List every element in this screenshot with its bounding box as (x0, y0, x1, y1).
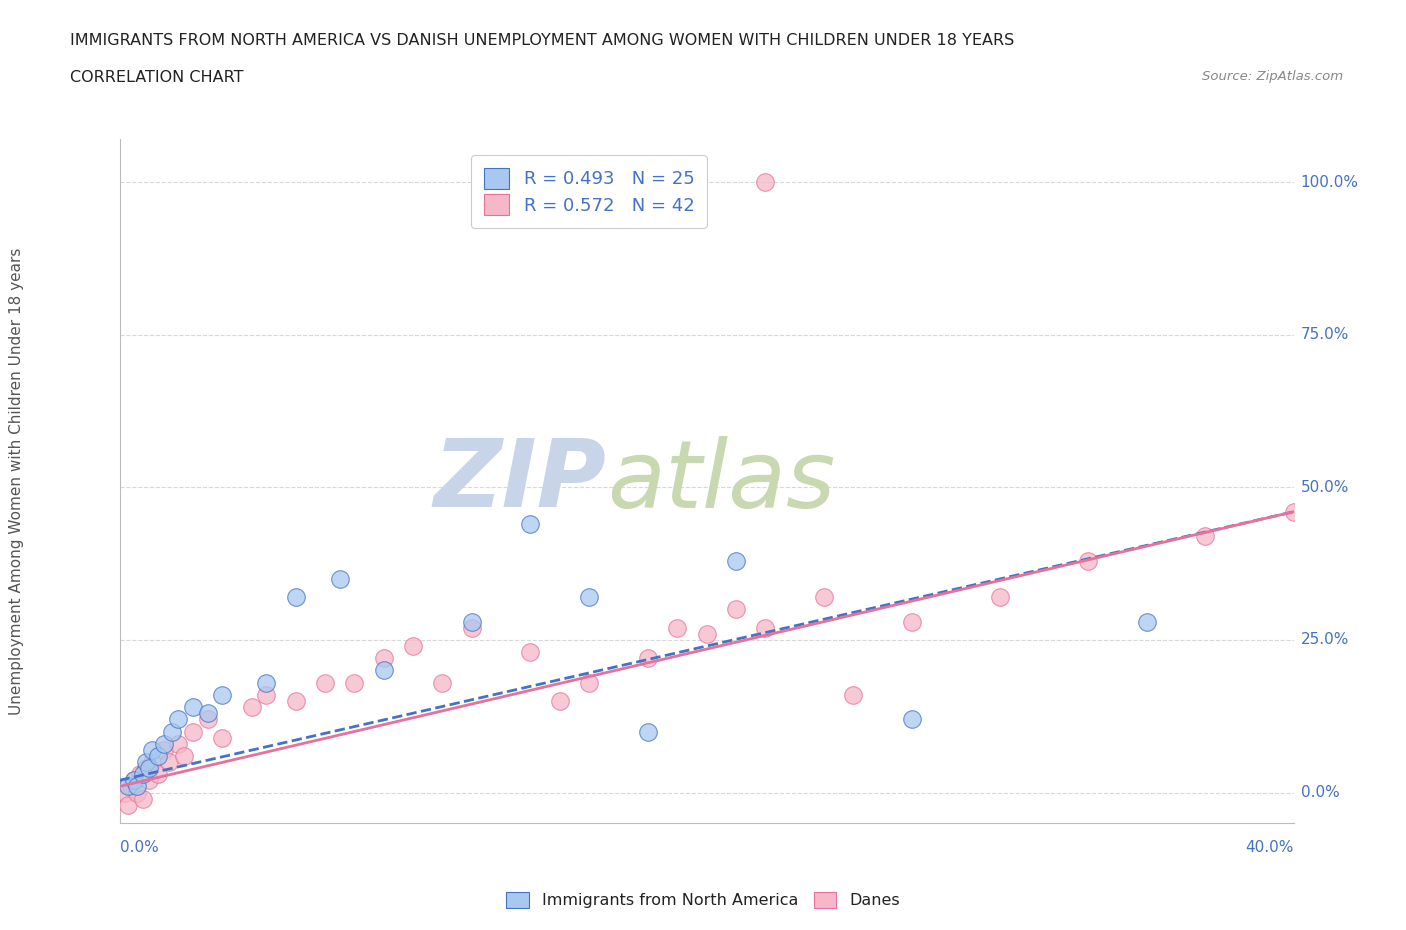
Text: atlas: atlas (607, 436, 835, 526)
Point (129, 766, 152, 781)
Point (402, 639, 425, 654)
Point (373, 651, 395, 666)
Point (132, 791, 155, 806)
Point (1282, 504, 1305, 519)
Point (343, 675, 366, 690)
Point (167, 737, 190, 751)
Point (813, 590, 835, 604)
Point (152, 737, 174, 751)
Point (1077, 553, 1099, 568)
Point (120, 779, 142, 794)
Text: 75.0%: 75.0% (1301, 327, 1348, 342)
Point (578, 590, 600, 604)
Point (138, 773, 160, 788)
Point (138, 761, 160, 776)
Text: Unemployment Among Women with Children Under 18 years: Unemployment Among Women with Children U… (10, 247, 24, 715)
Point (724, 602, 747, 617)
Point (132, 766, 155, 781)
Point (519, 516, 541, 531)
Text: 100.0%: 100.0% (1301, 175, 1358, 190)
Point (152, 742, 174, 757)
Point (240, 699, 263, 714)
Point (901, 711, 924, 726)
Point (373, 663, 395, 678)
Point (135, 761, 157, 776)
Point (181, 724, 204, 739)
Point (117, 797, 139, 812)
Point (173, 749, 195, 764)
Text: 40.0%: 40.0% (1246, 840, 1294, 855)
Point (122, 773, 145, 788)
Point (666, 620, 689, 635)
Point (519, 644, 541, 659)
Point (211, 687, 233, 702)
Point (141, 742, 163, 757)
Text: 25.0%: 25.0% (1301, 632, 1348, 647)
Point (578, 675, 600, 690)
Point (146, 749, 169, 764)
Point (127, 779, 149, 794)
Point (696, 627, 718, 642)
Point (329, 571, 352, 587)
Point (141, 754, 163, 769)
Point (1194, 529, 1216, 544)
Point (314, 675, 336, 690)
Text: 50.0%: 50.0% (1301, 480, 1348, 495)
Text: IMMIGRANTS FROM NORTH AMERICA VS DANISH UNEMPLOYMENT AMONG WOMEN WITH CHILDREN U: IMMIGRANTS FROM NORTH AMERICA VS DANISH … (70, 33, 1015, 47)
Point (146, 766, 169, 781)
Point (724, 553, 747, 568)
Legend: Immigrants from North America, Danes: Immigrants from North America, Danes (501, 885, 905, 914)
Legend: R = 0.493   N = 25, R = 0.572   N = 42: R = 0.493 N = 25, R = 0.572 N = 42 (471, 155, 707, 228)
Point (637, 724, 659, 739)
Point (127, 785, 149, 800)
Point (432, 675, 454, 690)
Point (254, 687, 277, 702)
Point (211, 730, 233, 745)
Point (197, 706, 219, 721)
Point (162, 724, 184, 739)
Point (461, 620, 484, 635)
Point (135, 754, 157, 769)
Point (167, 711, 190, 726)
Point (254, 675, 277, 690)
Point (901, 614, 924, 629)
Point (754, 620, 776, 635)
Point (842, 687, 865, 702)
Point (117, 779, 139, 794)
Point (461, 614, 484, 629)
Text: ZIP: ZIP (434, 435, 607, 527)
Point (1136, 614, 1159, 629)
Point (988, 590, 1011, 604)
Point (284, 694, 307, 709)
Point (197, 711, 219, 726)
Point (284, 590, 307, 604)
Point (122, 773, 145, 788)
Point (637, 651, 659, 666)
Text: 0.0%: 0.0% (1301, 785, 1340, 800)
Point (157, 754, 180, 769)
Text: 0.0%: 0.0% (120, 840, 159, 855)
Point (114, 785, 136, 800)
Point (548, 694, 571, 709)
Point (181, 699, 204, 714)
Text: CORRELATION CHART: CORRELATION CHART (70, 70, 243, 85)
Text: Source: ZipAtlas.com: Source: ZipAtlas.com (1202, 70, 1343, 83)
Point (754, 175, 776, 190)
